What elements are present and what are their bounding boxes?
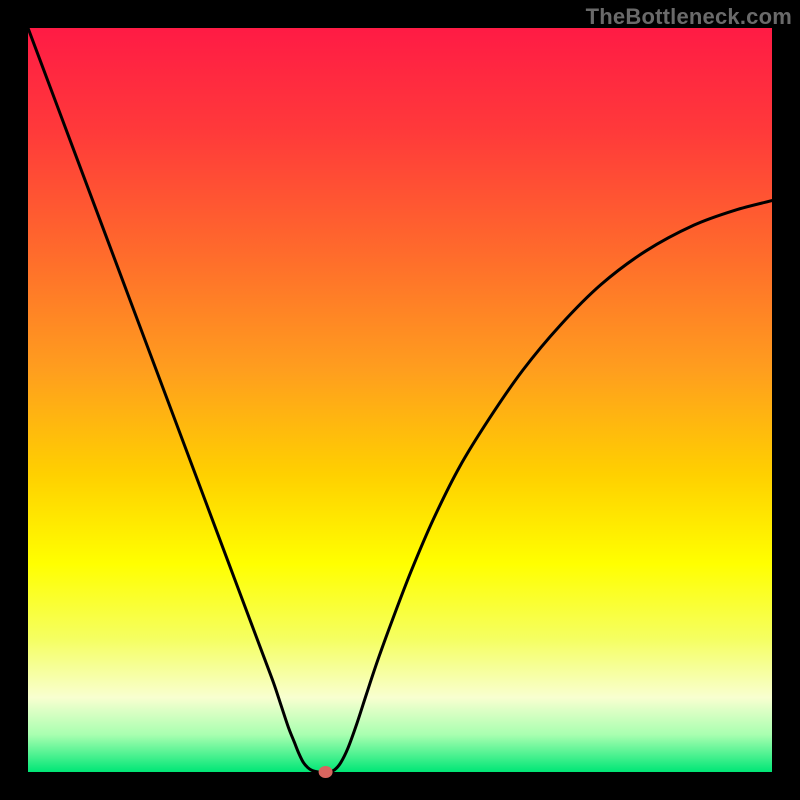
optimal-point-marker [319,766,333,778]
figure-container: TheBottleneck.com [0,0,800,800]
plot-area [28,28,772,772]
bottleneck-chart [0,0,800,800]
watermark-text: TheBottleneck.com [586,4,792,30]
